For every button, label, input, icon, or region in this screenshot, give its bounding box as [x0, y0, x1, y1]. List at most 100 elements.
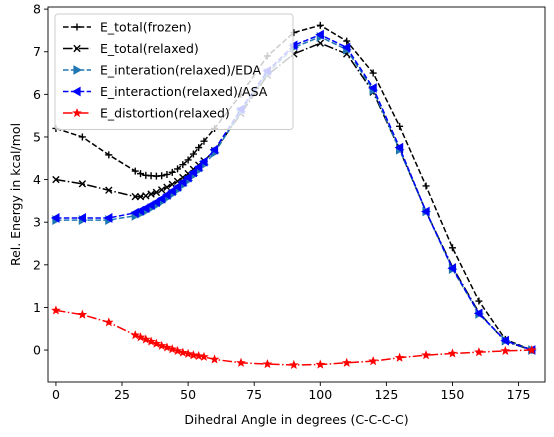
data-point [137, 170, 145, 178]
data-point [77, 213, 86, 223]
series-line [55, 24, 533, 351]
data-point [473, 308, 483, 319]
legend: E_total(frozen) E_total(relaxed) E_interat… [54, 13, 294, 130]
y-tick-label: 6 [33, 87, 41, 102]
data-point [368, 356, 378, 366]
axes-layer: 0 25 50 75 100 125 150 175 0 1 2 3 4 5 6 7 8 [33, 2, 546, 402]
data-point [179, 161, 187, 169]
data-point [172, 345, 183, 355]
x-tick-label: 75 [246, 387, 262, 402]
data-point [156, 340, 167, 350]
legend-item: E_interation(relaxed)/EDA [63, 63, 261, 78]
legend-label: E_interaction(relaxed)/ASA [100, 84, 268, 99]
y-tick-label: 4 [33, 172, 41, 187]
data-point [500, 335, 509, 346]
data-point [167, 186, 176, 196]
data-point [341, 42, 351, 53]
data-point [77, 309, 88, 319]
data-point [500, 345, 511, 355]
data-point [161, 190, 171, 200]
data-point [78, 180, 87, 188]
data-point [151, 197, 160, 208]
data-point [162, 342, 172, 352]
y-tick-label: 8 [33, 2, 41, 17]
data-point [236, 357, 246, 367]
data-point [189, 150, 197, 158]
data-point [188, 350, 199, 360]
data-point [447, 348, 458, 358]
data-point [105, 186, 113, 194]
data-point [177, 177, 187, 188]
data-point [172, 181, 182, 192]
data-point [188, 167, 197, 178]
data-point [193, 350, 204, 361]
data-point [174, 165, 182, 173]
data-point [341, 357, 352, 367]
data-point [135, 332, 146, 342]
legend-box [54, 13, 294, 130]
data-point [146, 336, 156, 346]
data-point [316, 39, 324, 47]
data-point [315, 359, 326, 369]
data-point [394, 352, 405, 362]
y-tick-label: 2 [33, 257, 41, 272]
legend-label: E_interation(relaxed)/EDA [100, 63, 261, 78]
data-point [158, 172, 166, 180]
series-layer [50, 21, 537, 370]
data-point [195, 144, 203, 152]
data-point [527, 345, 537, 355]
x-tick-label: 50 [180, 387, 196, 402]
data-point [200, 137, 208, 145]
data-point [178, 347, 188, 357]
data-point [50, 213, 60, 223]
data-point [168, 168, 176, 176]
data-point [104, 317, 114, 327]
data-point [142, 192, 150, 200]
data-point [52, 175, 60, 184]
data-point [184, 156, 192, 164]
y-tick-label: 1 [33, 300, 41, 315]
y-tick-label: 5 [33, 129, 41, 144]
data-point [152, 188, 161, 197]
data-point [198, 156, 208, 167]
data-point [369, 69, 377, 77]
data-point [51, 305, 61, 315]
data-point [396, 122, 404, 130]
data-point [343, 37, 351, 45]
x-axis-label: Dihedral Angle in degrees (C-C-C-C) [184, 412, 408, 427]
y-tick-label: 0 [33, 343, 41, 358]
x-tick-label: 175 [507, 387, 531, 402]
legend-label: E_total(relaxed) [100, 41, 199, 56]
legend-marker [72, 107, 82, 118]
x-tick-label: 0 [52, 387, 60, 402]
data-point [421, 350, 431, 360]
legend-item: E_distortion(relaxed) [63, 106, 230, 121]
legend-marker [73, 65, 83, 75]
data-point [289, 359, 299, 370]
y-tick-label: 7 [33, 44, 41, 59]
data-point [103, 213, 113, 223]
data-point [157, 186, 166, 194]
data-point [151, 338, 162, 348]
data-point [146, 200, 155, 211]
data-point [147, 190, 155, 198]
data-point [131, 192, 139, 201]
legend-item: E_interaction(relaxed)/ASA [63, 84, 268, 99]
legend-marker [71, 86, 81, 97]
data-point [316, 21, 324, 29]
data-point [448, 244, 456, 252]
data-point [199, 351, 209, 361]
y-axis-label: Rel. Energy in kcal/mol [8, 123, 23, 266]
plot-frame [47, 6, 546, 383]
data-point [422, 182, 430, 190]
data-point [141, 334, 151, 344]
legend-item: E_total(relaxed) [63, 41, 199, 56]
legend-label: E_distortion(relaxed) [100, 106, 230, 121]
legend-item: E_total(frozen) [63, 20, 192, 35]
data-point [167, 344, 178, 354]
data-point [474, 347, 484, 357]
y-tick-label: 3 [33, 215, 41, 230]
data-point [156, 193, 166, 204]
data-point [163, 170, 171, 178]
